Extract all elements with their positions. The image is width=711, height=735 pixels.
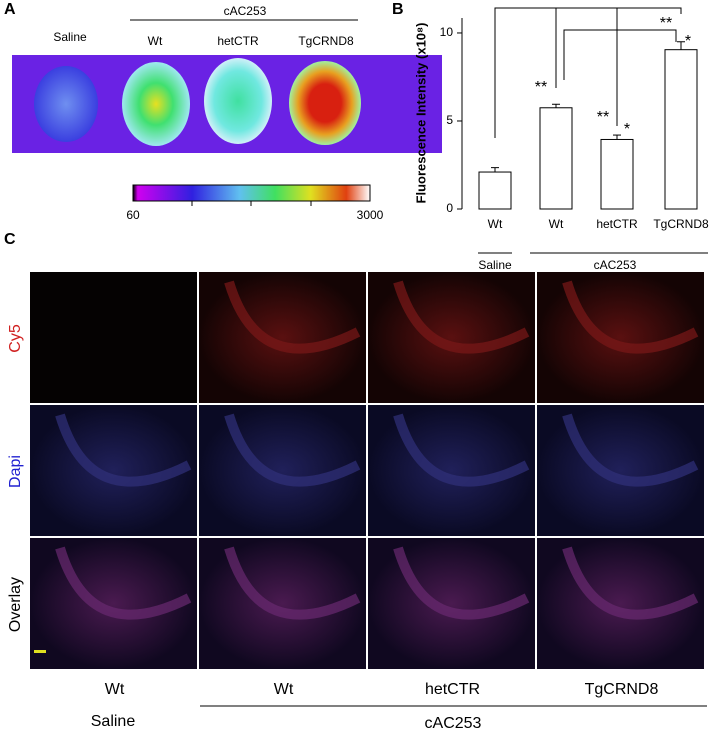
brain-image [204, 58, 272, 144]
tissue-band [224, 546, 361, 620]
y-tick-label: 5 [446, 113, 453, 127]
bar [539, 107, 573, 210]
x-tick-label: hetCTR [596, 217, 638, 231]
tissue-band [562, 280, 699, 354]
tissue-band [55, 546, 192, 620]
x-tick-label: Wt [488, 217, 503, 231]
column-label: Wt [105, 681, 125, 698]
group-label: cAC253 [594, 258, 637, 272]
row-label: Cy5 [7, 324, 24, 353]
micrograph [30, 272, 197, 403]
significance: ** [660, 15, 672, 32]
y-axis-title: Fluorescence Intensity (x10⁸) [413, 23, 428, 204]
significance: * [624, 121, 630, 138]
group-label: cAC253 [224, 4, 267, 18]
panel-label: B [392, 1, 404, 18]
tissue-band [562, 546, 699, 620]
row-label: Dapi [7, 455, 24, 488]
colorbar-label: 3000 [357, 208, 384, 222]
significance: * [685, 33, 691, 50]
column-label: Wt [274, 681, 294, 698]
brain-image [34, 66, 98, 142]
column-label: TgCRND8 [298, 34, 354, 48]
tissue-band [224, 280, 361, 354]
x-tick-label: TgCRND8 [653, 217, 709, 231]
colorbar-label: 60 [126, 208, 140, 222]
bar [664, 49, 698, 210]
significance: ** [535, 79, 547, 96]
panel-label: A [4, 1, 16, 18]
brain-image [289, 61, 361, 145]
bar [600, 138, 634, 210]
panel-label: C [4, 231, 16, 248]
colorbar [132, 184, 371, 202]
group-label: Saline [91, 713, 136, 730]
significance-brackets [494, 7, 682, 138]
column-label: TgCRND8 [585, 681, 659, 698]
y-tick-label: 10 [440, 25, 454, 39]
x-tick-label: Wt [549, 217, 564, 231]
column-label: hetCTR [425, 681, 480, 698]
column-label: Wt [148, 34, 163, 48]
significance: ** [597, 109, 609, 126]
tissue-band [393, 546, 530, 620]
tissue-band [393, 413, 530, 487]
column-label: Saline [53, 30, 87, 44]
tissue-band [562, 413, 699, 487]
y-tick-label: 0 [446, 201, 453, 215]
bar [478, 171, 512, 210]
row-label: Overlay [7, 577, 24, 632]
tissue-band [393, 280, 530, 354]
brain-image [122, 62, 190, 146]
scale-bar [34, 650, 46, 653]
group-label: cAC253 [425, 715, 482, 732]
group-label: Saline [478, 258, 512, 272]
column-label: hetCTR [217, 34, 259, 48]
tissue-band [55, 413, 192, 487]
tissue-band [224, 413, 361, 487]
